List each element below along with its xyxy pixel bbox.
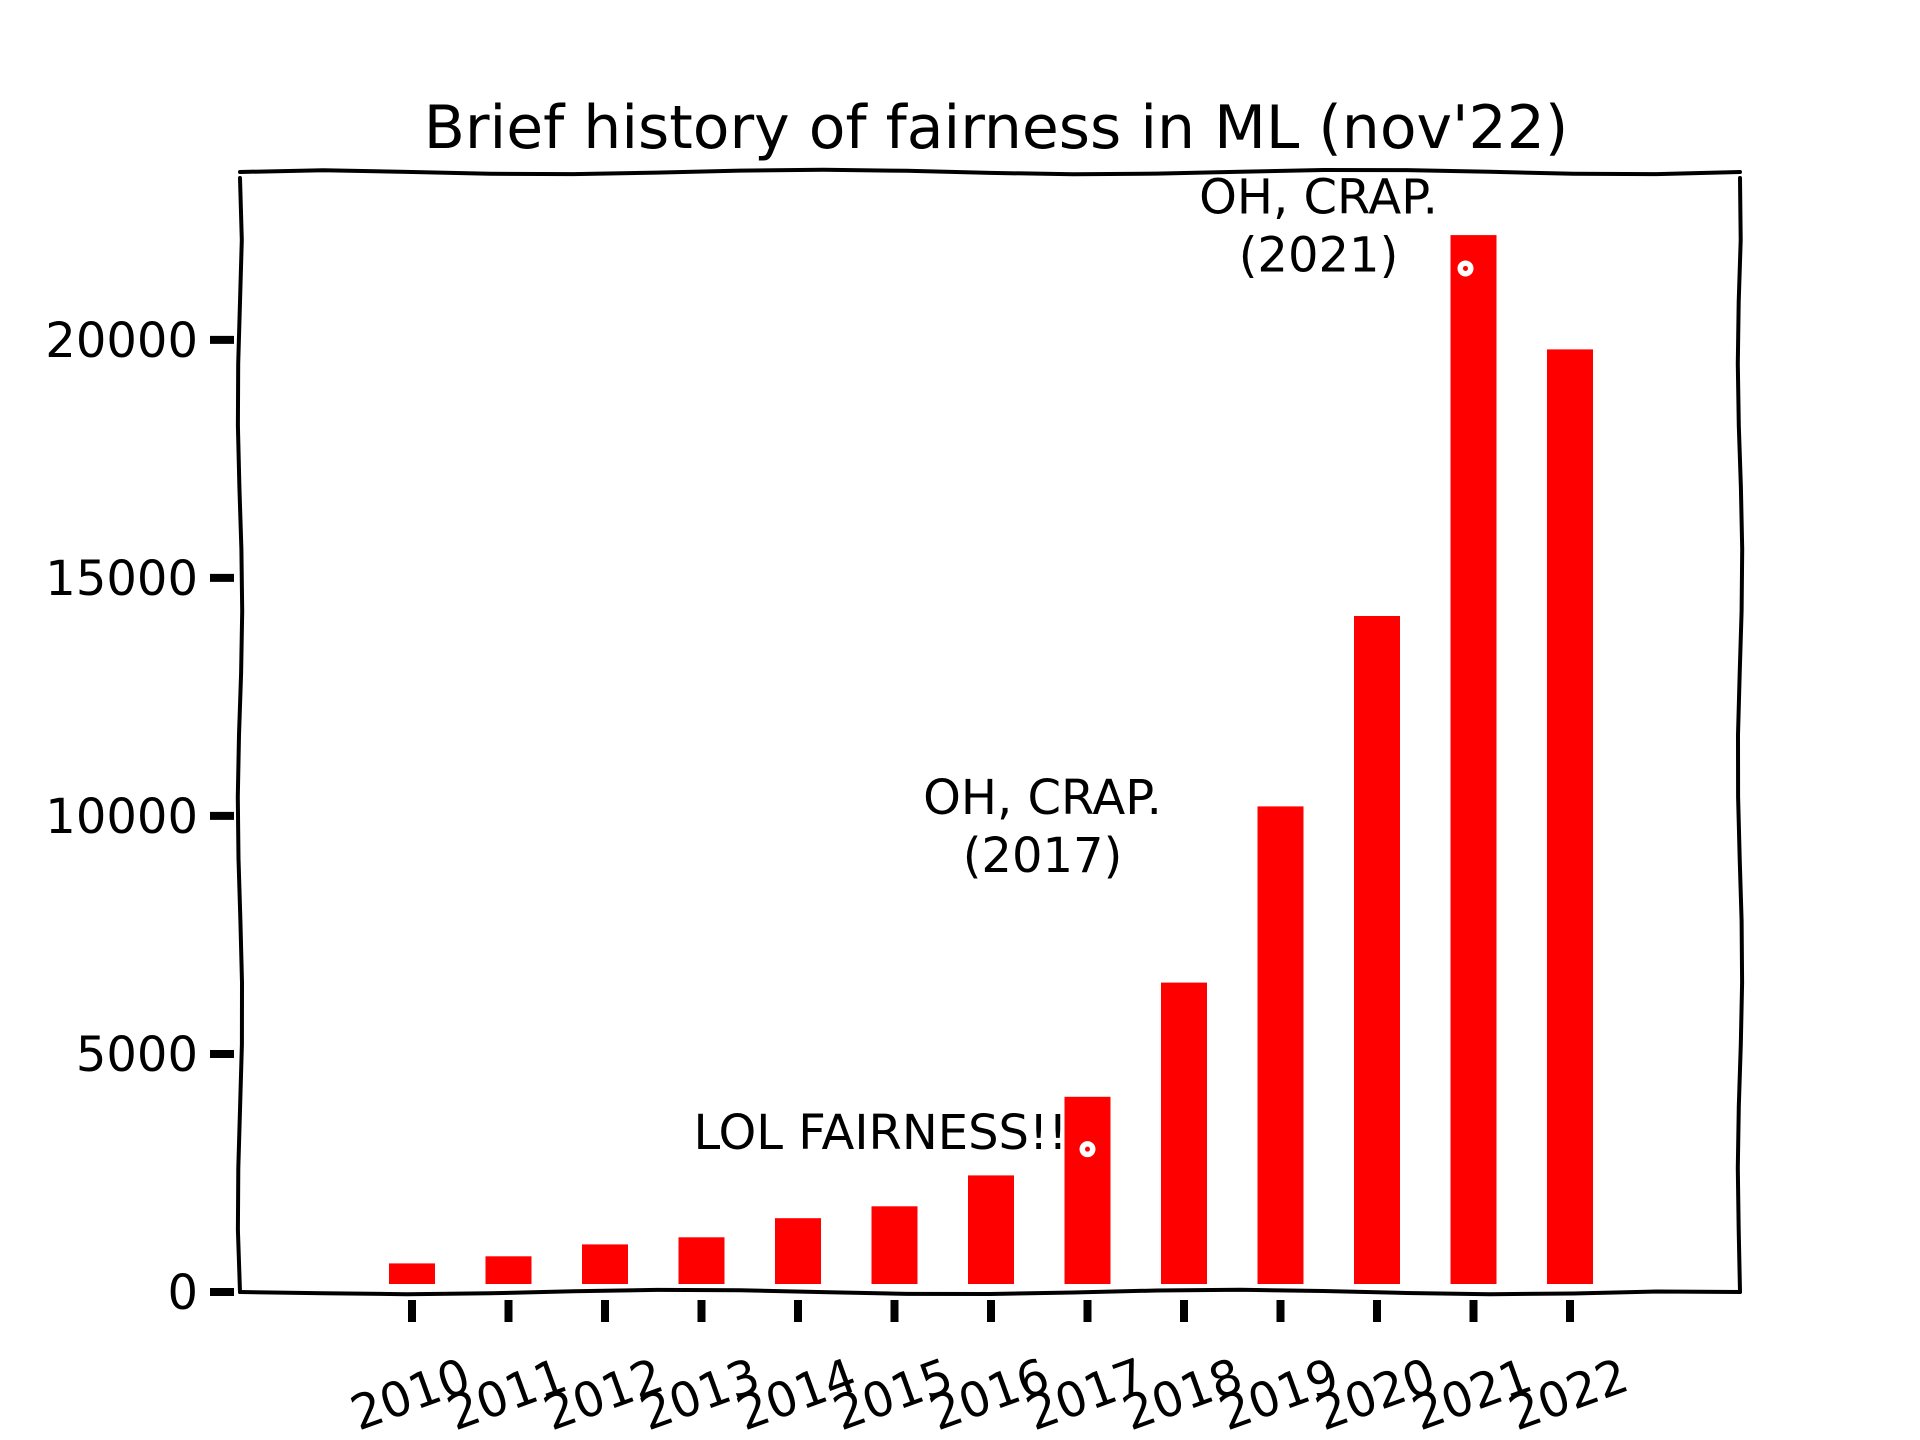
bar-2014 <box>775 1218 821 1284</box>
ticks-layer: 0500010000150002000020102011201220132014… <box>45 313 1635 1440</box>
bar-2013 <box>678 1237 725 1284</box>
y-tick-label-0: 0 <box>167 1265 198 1321</box>
axis-bottom <box>238 1287 1742 1297</box>
annotation-marker-center <box>1085 1146 1090 1152</box>
axis-top <box>238 167 1742 177</box>
axes-layer <box>235 167 1745 1297</box>
bar-2011 <box>485 1256 532 1284</box>
bar-2019 <box>1257 806 1304 1284</box>
bar-2022 <box>1547 349 1593 1284</box>
y-tick-label-15000: 15000 <box>45 551 198 607</box>
bar-2016 <box>968 1175 1014 1284</box>
bar-2012 <box>582 1244 628 1284</box>
annotation-text: LOL FAIRNESS!! <box>693 1105 1067 1161</box>
annotation-text: OH, CRAP. (2017) <box>923 770 1162 884</box>
annotation-1: LOL FAIRNESS!! <box>693 1105 1096 1161</box>
bar-2010 <box>389 1263 435 1284</box>
y-tick-label-5000: 5000 <box>76 1027 198 1083</box>
annotation-text: OH, CRAP. (2021) <box>1199 169 1438 283</box>
bar-2020 <box>1354 616 1400 1284</box>
y-tick-label-10000: 10000 <box>45 789 198 845</box>
bar-2017 <box>1064 1096 1111 1284</box>
annotation-2: OH, CRAP. (2017) <box>923 770 1162 884</box>
axis-right <box>1735 176 1745 1294</box>
chart-title: Brief history of fairness in ML (nov'22) <box>424 93 1569 163</box>
bars-layer <box>389 235 1593 1285</box>
bar-2015 <box>871 1206 918 1284</box>
annotations-layer: LOL FAIRNESS!! OH, CRAP. (2017) OH, CRAP. (2… <box>693 169 1474 1161</box>
annotation-3: OH, CRAP. (2021) <box>1199 169 1474 283</box>
bar-2018 <box>1161 982 1207 1284</box>
annotation-marker-center <box>1463 265 1468 271</box>
bar-2021 <box>1450 235 1497 1285</box>
y-tick-label-20000: 20000 <box>45 313 198 369</box>
axis-left <box>235 176 245 1294</box>
